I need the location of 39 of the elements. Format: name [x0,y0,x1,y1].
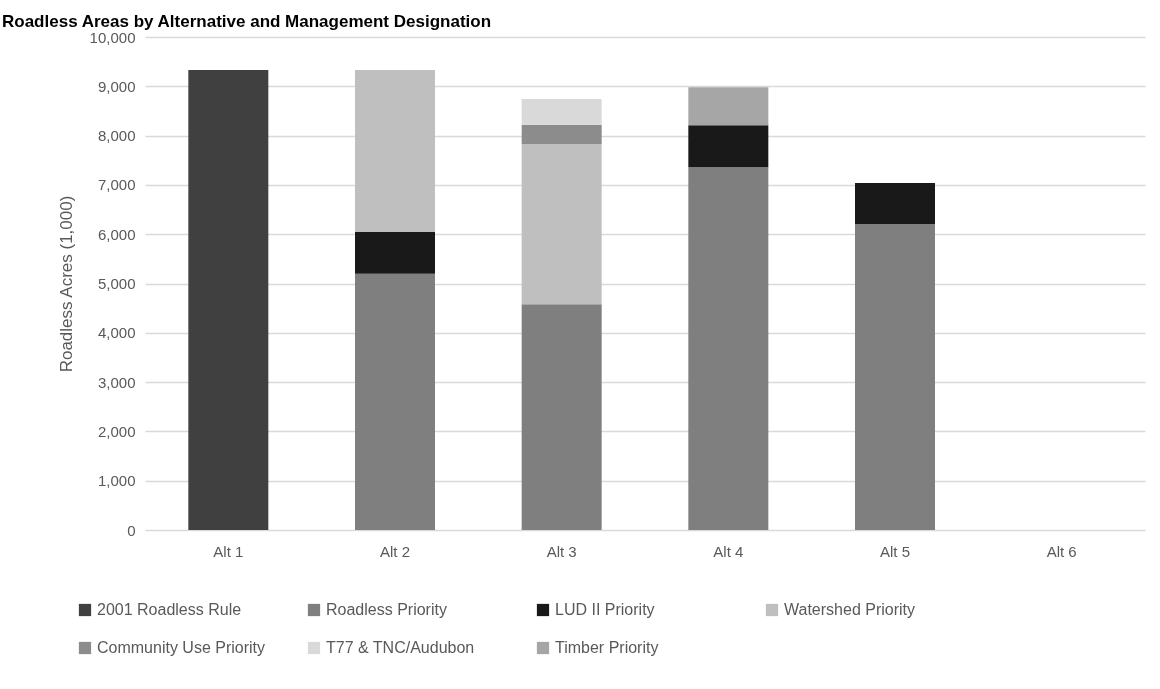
y-tick-label: 2,000 [97,422,136,440]
legend-label: LUD II Priority [555,601,655,618]
bar [688,125,769,168]
y-tick-label: 10,000 [89,28,136,46]
y-tick-label: 3,000 [97,373,136,391]
y-tick-label: 7,000 [97,176,136,194]
y-axis-title: Roadless Acres (1,000) [56,195,76,373]
bar [521,124,602,144]
y-tick-label: 1,000 [97,472,136,490]
legend-label: Timber Priority [555,639,659,656]
legend-label: T77 & TNC/Audubon [326,639,475,656]
legend-label: 2001 Roadless Rule [97,601,242,618]
y-tick-label: 9,000 [97,77,136,95]
x-tick-label: Alt 5 [879,542,911,560]
chart-title: Roadless Areas by Alternative and Management Designation [2,12,492,31]
bar [688,167,769,530]
x-tick-label: Alt 4 [713,542,744,560]
y-tick-label: 8,000 [97,127,136,145]
x-tick-label: Alt 6 [1046,542,1077,560]
legend-label: Community Use Priority [97,639,266,656]
bar [855,182,935,225]
bar [521,143,602,305]
x-tick-label: Alt 3 [546,542,577,560]
bar [855,224,935,530]
y-tick-label: 5,000 [97,275,136,292]
bar [355,70,435,232]
bar [188,70,269,530]
bar [355,231,435,274]
bar [688,87,769,126]
bar [521,304,602,530]
x-tick-label: Alt 1 [213,542,244,560]
legend-label: Watershed Priority [784,601,915,618]
bar [521,99,602,125]
y-tick-label: 6,000 [97,225,136,243]
legend-label: Roadless Priority [326,601,447,618]
y-tick-label: 4,000 [97,324,136,342]
bar [355,273,435,530]
y-tick-label: 0 [127,521,136,539]
x-tick-label: Alt 2 [379,542,411,560]
